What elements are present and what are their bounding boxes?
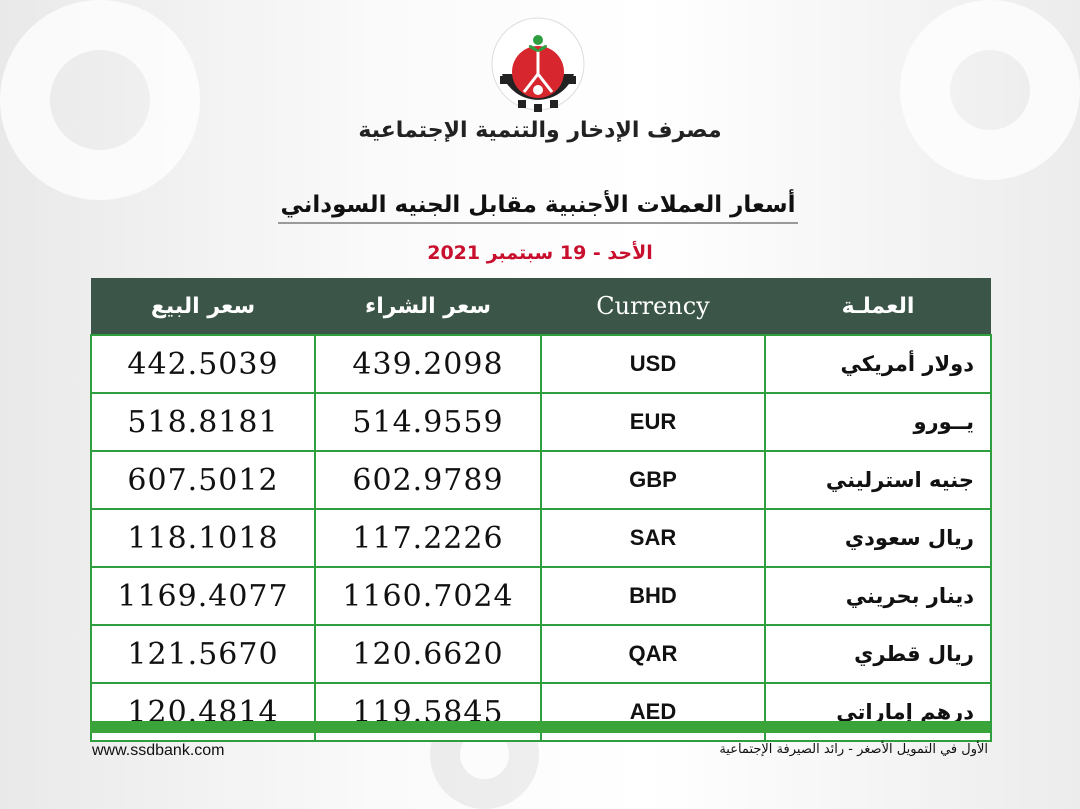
currency-code: SAR (540, 508, 766, 568)
sell-rate: 121.5670 (90, 624, 316, 684)
exchange-rates-table: سعر البيع سعر الشراء Currency العملـة 44… (90, 278, 992, 742)
table-row: 1169.4077 1160.7024 BHD دينار بحريني (90, 566, 992, 626)
currency-name: دولار أمريكي (764, 334, 992, 394)
header-buy: سعر الشراء (315, 278, 541, 335)
table-footer-bar (90, 721, 990, 733)
buy-rate: 117.2226 (314, 508, 542, 568)
buy-rate: 439.2098 (314, 334, 542, 394)
currency-name: ريال قطري (764, 624, 992, 684)
header-name: العملـة (765, 278, 991, 335)
date-label: الأحد - 19 سبتمبر 2021 (427, 242, 653, 264)
watermark-gear (900, 0, 1080, 180)
sell-rate: 518.8181 (90, 392, 316, 452)
currency-name: دينار بحريني (764, 566, 992, 626)
table-row: 518.8181 514.9559 EUR يــورو (90, 392, 992, 452)
buy-rate: 514.9559 (314, 392, 542, 452)
currency-code: EUR (540, 392, 766, 452)
currency-name: ريال سعودي (764, 508, 992, 568)
page-title: أسعار العملات الأجنبية مقابل الجنيه السو… (278, 192, 798, 224)
buy-rate: 120.6620 (314, 624, 542, 684)
currency-name: جنيه استرليني (764, 450, 992, 510)
currency-code: USD (540, 334, 766, 394)
currency-code: GBP (540, 450, 766, 510)
website-url: www.ssdbank.com (92, 742, 225, 759)
sell-rate: 442.5039 (90, 334, 316, 394)
table-row: 607.5012 602.9789 GBP جنيه استرليني (90, 450, 992, 510)
sell-rate: 1169.4077 (90, 566, 316, 626)
table-row: 121.5670 120.6620 QAR ريال قطري (90, 624, 992, 684)
watermark-gear (0, 0, 200, 200)
header-sell: سعر البيع (91, 278, 315, 335)
currency-code: BHD (540, 566, 766, 626)
bank-logo (491, 17, 585, 112)
currency-code: QAR (540, 624, 766, 684)
buy-rate: 1160.7024 (314, 566, 542, 626)
slogan: الأول في التمويل الأصغر - رائد الصيرفة ا… (719, 742, 988, 757)
sell-rate: 607.5012 (90, 450, 316, 510)
table-row: 118.1018 117.2226 SAR ريال سعودي (90, 508, 992, 568)
header-currency: Currency (541, 278, 765, 335)
sell-rate: 118.1018 (90, 508, 316, 568)
table-row: 442.5039 439.2098 USD دولار أمريكي (90, 334, 992, 394)
currency-name: يــورو (764, 392, 992, 452)
buy-rate: 602.9789 (314, 450, 542, 510)
bank-name: مصرف الإدخار والتنمية الإجتماعية (358, 118, 722, 143)
